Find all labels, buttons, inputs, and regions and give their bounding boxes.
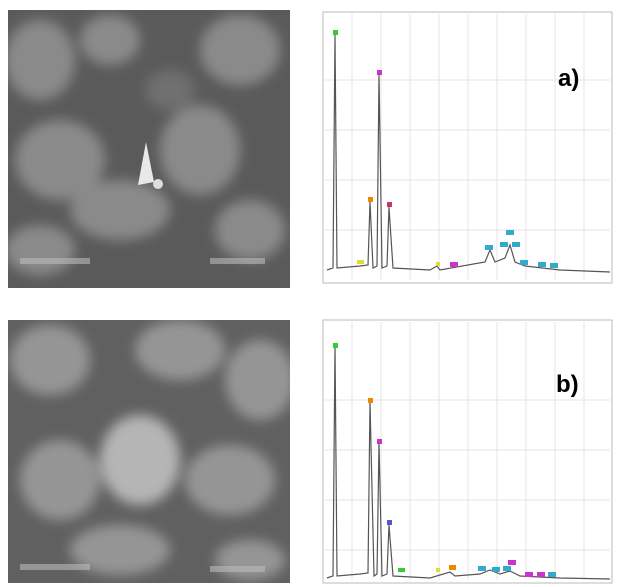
grid: [325, 14, 610, 280]
panel-label: b): [556, 371, 579, 398]
grid: [325, 322, 610, 580]
sem-image-b: [8, 320, 290, 583]
spectrum-b: b): [322, 319, 613, 584]
spectrum-a: a): [322, 11, 613, 284]
sem-image-a: [8, 10, 290, 288]
panel-label: a): [558, 65, 579, 92]
